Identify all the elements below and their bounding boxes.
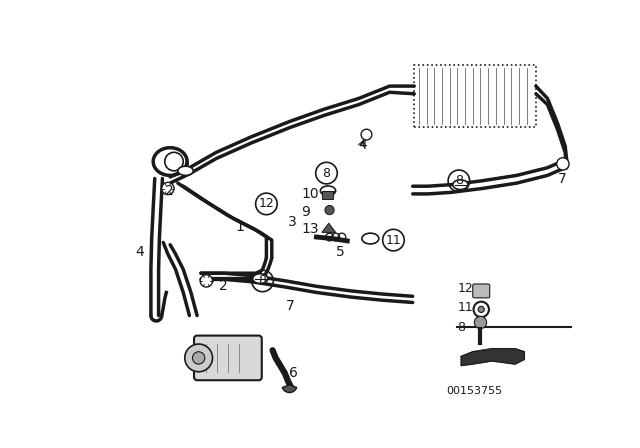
- Ellipse shape: [362, 233, 379, 244]
- Circle shape: [185, 344, 212, 372]
- Text: 11: 11: [458, 302, 473, 314]
- Text: 2: 2: [219, 279, 227, 293]
- Text: 8: 8: [323, 167, 330, 180]
- FancyBboxPatch shape: [194, 336, 262, 380]
- Text: 2: 2: [164, 184, 173, 198]
- Polygon shape: [322, 223, 336, 233]
- Circle shape: [325, 206, 334, 215]
- Text: 6: 6: [289, 366, 298, 380]
- Circle shape: [478, 306, 484, 313]
- Ellipse shape: [178, 166, 193, 176]
- Bar: [322, 191, 333, 198]
- Text: 8: 8: [458, 321, 465, 334]
- Text: 00153755: 00153755: [446, 386, 502, 396]
- Text: 4: 4: [136, 246, 144, 259]
- Text: 1: 1: [236, 220, 244, 234]
- Text: 13: 13: [301, 222, 319, 237]
- Circle shape: [200, 275, 212, 287]
- Ellipse shape: [453, 180, 468, 190]
- Text: 11: 11: [385, 233, 401, 246]
- Circle shape: [557, 158, 569, 170]
- Bar: [414, 65, 536, 127]
- Text: 12: 12: [259, 198, 275, 211]
- Ellipse shape: [321, 186, 335, 196]
- Ellipse shape: [253, 274, 268, 284]
- Text: 3: 3: [288, 215, 297, 228]
- Circle shape: [474, 316, 486, 329]
- Text: 8: 8: [455, 174, 463, 187]
- Circle shape: [193, 352, 205, 364]
- Text: 5: 5: [336, 246, 344, 259]
- Text: 12: 12: [458, 282, 473, 295]
- Wedge shape: [282, 385, 297, 392]
- Text: 8: 8: [259, 275, 266, 288]
- Text: 10: 10: [301, 187, 319, 201]
- Text: 7: 7: [557, 172, 566, 185]
- Circle shape: [361, 129, 372, 140]
- FancyBboxPatch shape: [473, 284, 490, 298]
- Text: 4: 4: [359, 138, 367, 151]
- Text: 7: 7: [285, 299, 294, 313]
- Circle shape: [162, 182, 174, 195]
- Text: 9: 9: [301, 205, 310, 219]
- Polygon shape: [461, 349, 524, 366]
